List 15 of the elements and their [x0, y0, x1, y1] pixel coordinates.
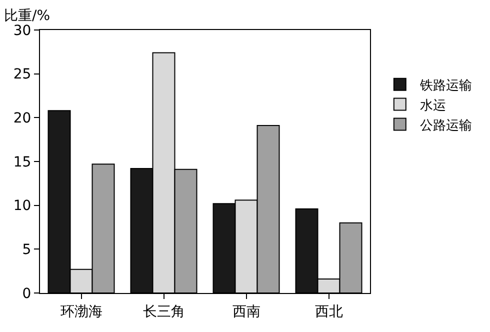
x-tick-label: 西北	[314, 304, 343, 320]
y-tick-label: 10	[13, 198, 32, 214]
x-tick-label: 环渤海	[60, 304, 102, 320]
y-tick-label: 20	[13, 110, 32, 127]
y-tick-label: 15	[13, 154, 32, 170]
y-tick-label: 25	[13, 66, 32, 83]
x-tick-label: 西南	[232, 304, 260, 320]
legend-label: 公路运输	[420, 118, 472, 134]
x-tick-label: 长三角	[142, 304, 185, 320]
y-axis-title: 比重/%	[4, 8, 50, 24]
y-tick-label: 30	[13, 22, 32, 39]
y-tick-label: 0	[22, 286, 32, 302]
legend-label: 水运	[420, 98, 446, 114]
y-tick-label: 5	[22, 242, 32, 258]
legend-label: 铁路运输	[418, 78, 472, 94]
